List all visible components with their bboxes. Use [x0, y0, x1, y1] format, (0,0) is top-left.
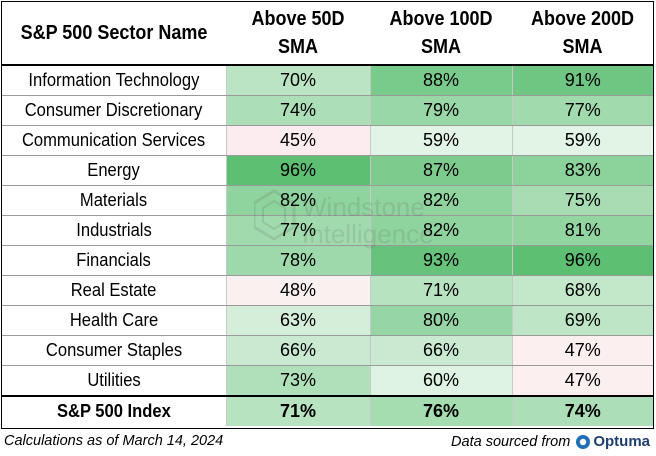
sector-row-real-estate: Real Estate 48% 71% 68% [2, 275, 653, 306]
cell-above-200d: 59% [511, 125, 653, 156]
cell-above-200d: 96% [511, 245, 653, 276]
cell-above-50d: 73% [225, 365, 370, 397]
cell-above-50d: 63% [225, 305, 370, 336]
header-row: S&P 500 Sector Name Above 50D SMA Above 1… [2, 2, 653, 66]
sector-row-utilities: Utilities 73% 60% 47% [2, 365, 653, 397]
sector-name: Health Care [2, 305, 226, 336]
cell-above-50d: 48% [225, 275, 370, 306]
cell-above-200d: 68% [511, 275, 653, 306]
cell-above-100d: 88% [369, 65, 512, 96]
cell-above-100d: 71% [369, 275, 512, 306]
cell-above-100d: 79% [369, 95, 512, 126]
cell-above-50d: 74% [225, 95, 370, 126]
cell-above-200d: 75% [511, 185, 653, 216]
sector-row-health-care: Health Care 63% 80% 69% [2, 305, 653, 336]
sector-name: Real Estate [2, 275, 226, 306]
sector-name: Communication Services [2, 125, 226, 156]
sector-row-financials: Financials 78% 93% 96% [2, 245, 653, 276]
sector-name: Consumer Discretionary [2, 95, 226, 126]
sector-row-consumer-staples: Consumer Staples 66% 66% 47% [2, 335, 653, 366]
sector-name: Energy [2, 155, 226, 186]
cell-above-50d: 78% [225, 245, 370, 276]
footer-source: Data sourced from Optuma [451, 433, 650, 450]
cell-above-200d: 83% [511, 155, 653, 186]
cell-above-100d: 59% [369, 125, 512, 156]
optuma-icon [576, 434, 591, 449]
table-frame [1, 1, 654, 429]
cell-above-100d: 80% [369, 305, 512, 336]
sector-row-materials: Materials 82% 82% 75% [2, 185, 653, 216]
optuma-logo: Optuma [575, 433, 650, 450]
optuma-logo-text: Optuma [593, 433, 650, 450]
cell-above-100d: 66% [369, 335, 512, 366]
sector-table: S&P 500 Sector Name Above 50D SMA Above 1… [2, 2, 653, 426]
sector-row-information-technology: Information Technology 70% 88% 91% [2, 65, 653, 96]
index-row: S&P 500 Index 71% 76% 74% [2, 395, 653, 426]
cell-above-50d: 66% [225, 335, 370, 366]
table-body: Information Technology 70% 88% 91% Consumer … [2, 65, 653, 426]
sector-name: Industrials [2, 215, 226, 246]
cell-above-200d: 47% [511, 365, 653, 397]
sector-name: Consumer Staples [2, 335, 226, 366]
cell-above-50d: 70% [225, 65, 370, 96]
header-above-200d: Above 200D SMA [519, 2, 646, 66]
cell-above-100d: 76% [369, 395, 512, 426]
sector-name: Materials [2, 185, 226, 216]
sector-row-communication-services: Communication Services 45% 59% 59% [2, 125, 653, 156]
cell-above-100d: 82% [369, 215, 512, 246]
cell-above-100d: 60% [369, 365, 512, 397]
cell-above-50d: 82% [225, 185, 370, 216]
sector-row-industrials: Industrials 77% 82% 81% [2, 215, 653, 246]
cell-above-200d: 77% [511, 95, 653, 126]
footer-source-text: Data sourced from [451, 433, 571, 450]
sector-name: Utilities [2, 365, 226, 397]
cell-above-200d: 69% [511, 305, 653, 336]
sector-name: S&P 500 Index [2, 395, 226, 426]
cell-above-100d: 82% [369, 185, 512, 216]
footer-calc-date: Calculations as of March 14, 2024 [4, 433, 224, 449]
header-above-100d: Above 100D SMA [377, 2, 505, 66]
cell-above-50d: 77% [225, 215, 370, 246]
cell-above-100d: 87% [369, 155, 512, 186]
cell-above-100d: 93% [369, 245, 512, 276]
cell-above-200d: 47% [511, 335, 653, 366]
cell-above-50d: 96% [225, 155, 370, 186]
cell-above-50d: 45% [225, 125, 370, 156]
sector-row-consumer-discretionary: Consumer Discretionary 74% 79% 77% [2, 95, 653, 126]
cell-above-50d: 71% [225, 395, 370, 426]
header-sector-name: S&P 500 Sector Name [13, 2, 215, 66]
cell-above-200d: 74% [511, 395, 653, 426]
sector-name: Information Technology [2, 65, 226, 96]
cell-above-200d: 91% [511, 65, 653, 96]
sector-name: Financials [2, 245, 226, 276]
sector-row-energy: Energy 96% 87% 83% [2, 155, 653, 186]
cell-above-200d: 81% [511, 215, 653, 246]
header-above-50d: Above 50D SMA [233, 2, 363, 66]
